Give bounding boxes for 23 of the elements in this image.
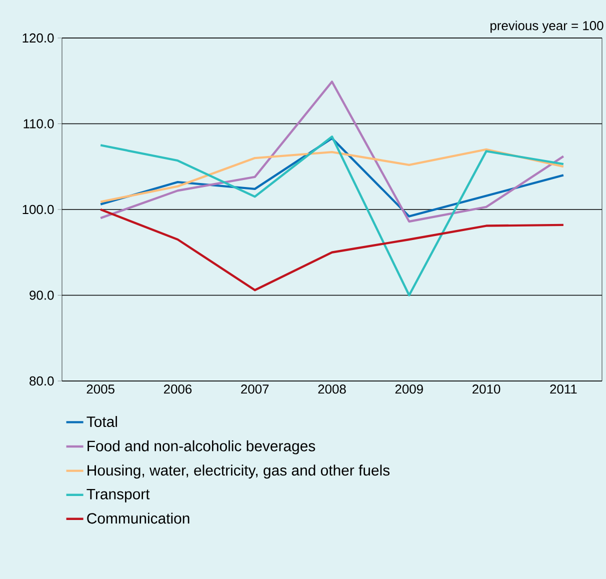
x-tick-label: 2005 <box>86 384 114 394</box>
x-tick-label: 2006 <box>164 384 192 394</box>
line-series <box>99 137 565 218</box>
y-tick-label: 100.0 <box>22 204 54 214</box>
legend-label: Total <box>86 416 117 428</box>
x-tick-label: 2008 <box>318 384 346 394</box>
y-tick-label: 110.0 <box>24 119 54 128</box>
line-series <box>99 208 565 292</box>
line-series <box>99 80 565 223</box>
line-series <box>99 148 565 203</box>
legend-label: Food and non-alcoholic beverages <box>88 440 316 454</box>
x-tick-label: 2007 <box>241 384 269 394</box>
x-tick-label: 2010 <box>472 384 500 394</box>
y-tick-label: 80.0 <box>30 376 54 386</box>
line-series <box>99 136 565 296</box>
y-tick-label: 90.0 <box>30 290 54 300</box>
x-tick-label: 2011 <box>550 384 577 394</box>
legend-label: Housing, water, electricity, gas and other fuels <box>88 464 390 479</box>
x-tick-label: 2009 <box>395 384 423 394</box>
legend-label: Transport <box>86 488 150 502</box>
legend-label: Communication <box>87 512 190 524</box>
y-tick-label: 120.0 <box>22 33 54 43</box>
text: previous year = 100 <box>490 20 604 33</box>
